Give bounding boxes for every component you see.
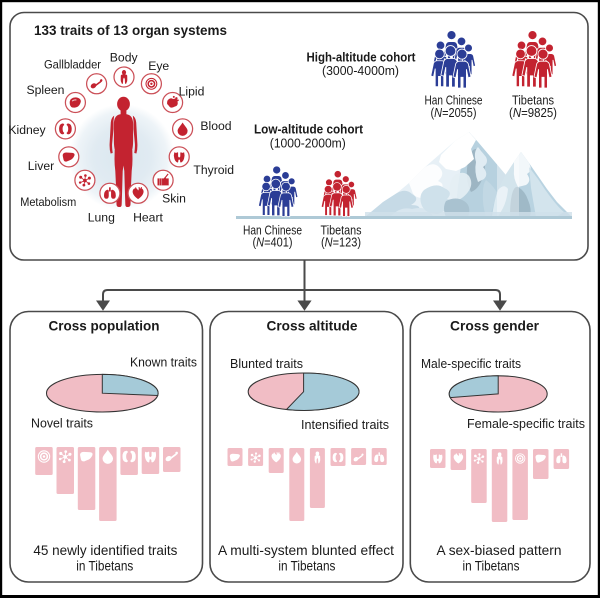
- svg-text:Blood: Blood: [200, 119, 231, 133]
- svg-text:Eye: Eye: [148, 59, 169, 73]
- svg-text:133 traits of 13 organ systems: 133 traits of 13 organ systems: [34, 23, 227, 38]
- svg-text:Low-altitude cohort: Low-altitude cohort: [254, 122, 364, 137]
- svg-text:Thyroid: Thyroid: [193, 163, 234, 177]
- svg-text:Known traits: Known traits: [130, 355, 197, 369]
- svg-text:Liver: Liver: [28, 159, 54, 173]
- svg-text:(N=123): (N=123): [321, 236, 361, 250]
- svg-text:Han Chinese: Han Chinese: [243, 223, 302, 237]
- svg-text:Cross gender: Cross gender: [450, 319, 540, 334]
- svg-text:Han Chinese: Han Chinese: [425, 93, 483, 107]
- svg-text:(1000-2000m): (1000-2000m): [270, 137, 346, 151]
- svg-text:Kidney: Kidney: [8, 123, 46, 137]
- svg-text:Tibetans: Tibetans: [321, 223, 362, 237]
- svg-text:in Tibetans: in Tibetans: [463, 558, 520, 573]
- svg-text:Skin: Skin: [162, 192, 186, 206]
- svg-text:in Tibetans: in Tibetans: [76, 558, 133, 573]
- svg-text:A sex-biased pattern: A sex-biased pattern: [437, 543, 562, 558]
- svg-text:in Tibetans: in Tibetans: [278, 558, 335, 573]
- svg-text:(N=9825): (N=9825): [509, 106, 557, 120]
- svg-text:45 newly identified traits: 45 newly identified traits: [33, 543, 177, 558]
- svg-text:Tibetans: Tibetans: [512, 93, 554, 107]
- svg-text:Body: Body: [110, 51, 139, 65]
- svg-text:Spleen: Spleen: [27, 83, 65, 97]
- svg-text:(N=401): (N=401): [253, 236, 293, 250]
- svg-text:Heart: Heart: [133, 211, 163, 225]
- svg-text:A multi-system blunted effect: A multi-system blunted effect: [218, 543, 394, 558]
- svg-text:Lung: Lung: [88, 211, 115, 225]
- svg-text:Male-specific traits: Male-specific traits: [421, 357, 521, 371]
- svg-text:Gallbladder: Gallbladder: [44, 58, 101, 72]
- svg-text:Lipid: Lipid: [179, 85, 205, 99]
- svg-text:Blunted traits: Blunted traits: [230, 357, 303, 371]
- svg-text:(3000-4000m): (3000-4000m): [322, 64, 399, 78]
- svg-text:Female-specific traits: Female-specific traits: [467, 417, 585, 431]
- svg-text:High-altitude cohort: High-altitude cohort: [307, 49, 417, 64]
- svg-text:Novel traits: Novel traits: [31, 417, 93, 431]
- svg-text:Cross altitude: Cross altitude: [267, 319, 358, 334]
- svg-text:Metabolism: Metabolism: [20, 195, 76, 209]
- svg-text:(N=2055): (N=2055): [431, 106, 477, 120]
- svg-text:Cross population: Cross population: [49, 319, 160, 334]
- svg-text:Intensified traits: Intensified traits: [301, 418, 389, 432]
